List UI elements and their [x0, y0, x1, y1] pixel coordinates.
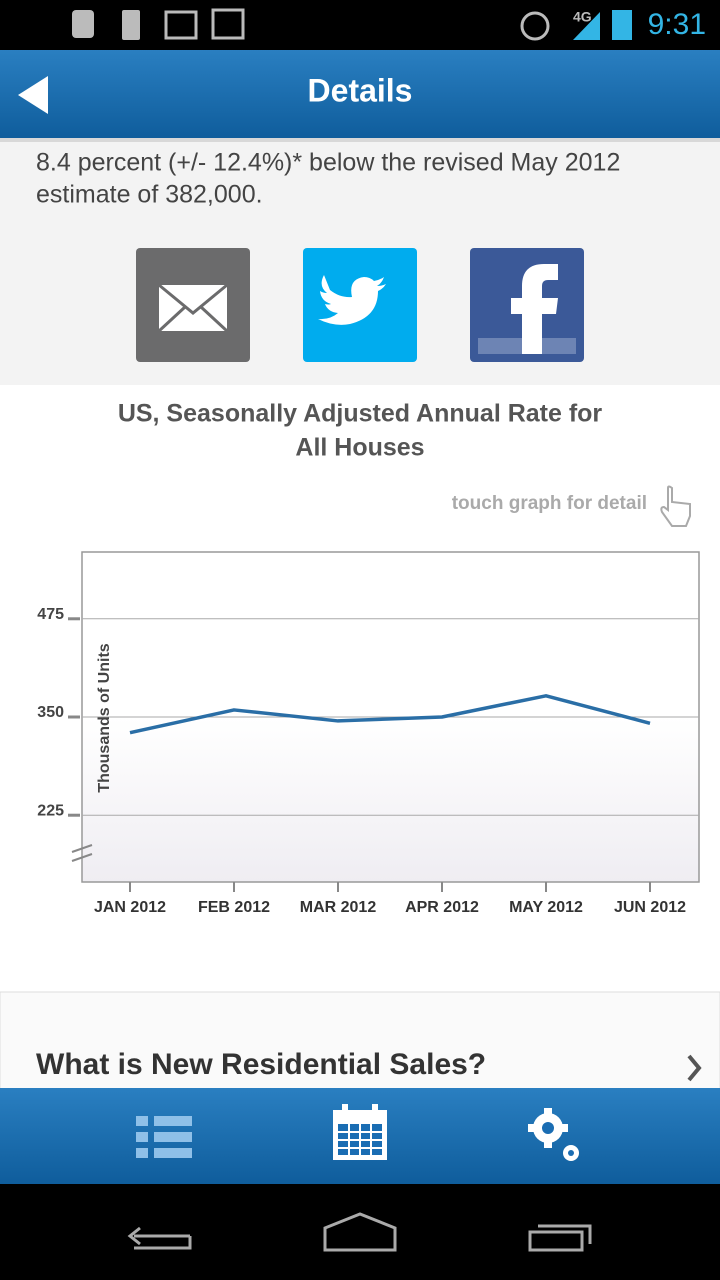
- back-button[interactable]: [18, 76, 48, 114]
- status-icons: [72, 8, 632, 41]
- body-text: estimate of 382,000.: [36, 181, 263, 209]
- chart-title: All Houses: [295, 434, 424, 462]
- share-twitter[interactable]: [303, 248, 417, 362]
- body-text: 8.4 percent (+/- 12.4%)* below the revis…: [36, 149, 620, 177]
- x-tick-label: MAR 2012: [300, 899, 377, 916]
- chevron: [687, 1054, 702, 1082]
- y-tick-label: 350: [37, 704, 64, 721]
- x-tick-label: MAY 2012: [509, 899, 583, 916]
- chart: 225 350 475 Thousands of Units JAN 2012 FEB 2…: [37, 606, 699, 916]
- header-title: Details: [308, 72, 413, 108]
- network-type: 4G: [573, 9, 592, 25]
- header-shadow: [0, 138, 720, 142]
- hand-icon: [660, 485, 691, 527]
- x-tick-label: APR 2012: [405, 899, 479, 916]
- data-line: [129, 694, 651, 735]
- tab-list[interactable]: [136, 1116, 192, 1158]
- share-facebook[interactable]: [470, 248, 584, 362]
- y-tick-label: 475: [37, 606, 64, 623]
- share-email[interactable]: [136, 248, 250, 362]
- axis-break: [71, 844, 93, 862]
- section-title: What is New Residential Sales?: [36, 1048, 486, 1081]
- y-axis-label: Thousands of Units: [96, 643, 113, 792]
- system-buttons[interactable]: [127, 1212, 592, 1252]
- tab-calendar[interactable]: [333, 1104, 387, 1160]
- x-tick-label: JAN 2012: [94, 899, 166, 916]
- chart-title: US, Seasonally Adjusted Annual Rate for: [118, 400, 603, 428]
- tab-settings[interactable]: [528, 1108, 579, 1161]
- chart-hint: touch graph for detail: [452, 493, 647, 514]
- system-nav: [0, 1184, 720, 1280]
- x-tick-label: JUN 2012: [614, 899, 686, 916]
- clock: 9:31: [648, 8, 706, 41]
- header: [0, 50, 720, 138]
- y-tick-label: 225: [37, 802, 64, 819]
- x-tick-label: FEB 2012: [198, 899, 270, 916]
